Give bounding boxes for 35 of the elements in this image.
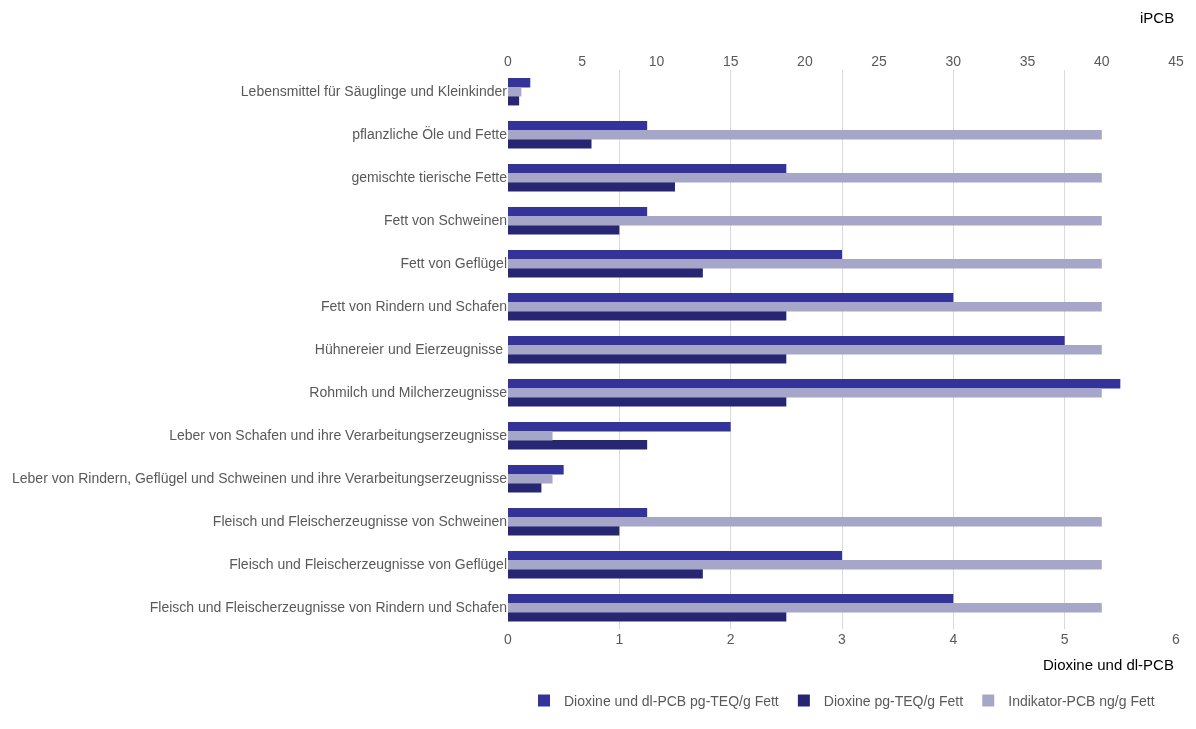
y-tick-label: Lebensmittel für Säuglinge und Kleinkinder	[240, 83, 508, 100]
y-tick-label: Hühnereier und Eierzeugnisse	[314, 341, 507, 358]
x2-tick-label: 40	[1093, 53, 1110, 70]
x-axis-title: Dioxine und dl-PCB	[1043, 656, 1174, 673]
y-tick-label: Fett von Rindern und Schafen	[320, 298, 507, 315]
y-tick-label: Fleisch und Fleischerzeugnisse von Rindern und Schafen	[149, 599, 507, 616]
x-tick-label: 1	[615, 631, 624, 647]
y-tick-label: Rohmilch und Milcherzeugnisse	[309, 384, 508, 401]
y-tick-label: Leber von Schafen und ihre Verarbeitungserzeugnisse	[169, 427, 508, 444]
x2-tick-label: 5	[578, 53, 587, 70]
x-tick-label: 6	[1172, 631, 1181, 647]
x2-tick-label: 45	[1168, 53, 1184, 70]
y-tick-label: Fleisch und Fleischerzeugnisse von Schweinen	[212, 513, 507, 530]
y-tick-label: Fleisch und Fleischerzeugnisse von Geflügel	[229, 556, 507, 573]
legend-label: Dioxine und dl-PCB pg-TEQ/g Fett	[564, 692, 779, 709]
x2-tick-label: 25	[871, 53, 888, 70]
x-tick-label: 5	[1060, 631, 1069, 647]
x-tick-label: 4	[949, 631, 958, 647]
x2-tick-label: 10	[648, 53, 665, 70]
x2-tick-label: 35	[1019, 53, 1036, 70]
x-tick-label: 3	[838, 631, 847, 647]
legend-label: Indikator-PCB ng/g Fett	[1008, 692, 1155, 709]
y-tick-label: gemischte tierische Fette	[351, 169, 508, 186]
x-tick-label: 2	[726, 631, 735, 647]
x2-tick-label: 20	[797, 53, 813, 70]
x2-tick-label: 15	[722, 53, 739, 70]
legend-label: Dioxine pg-TEQ/g Fett	[823, 692, 964, 709]
y-tick-label: Fett von Geflügel	[400, 255, 507, 272]
y-tick-label: pflanzliche Öle und Fette	[352, 125, 508, 143]
y-tick-label: Fett von Schweinen	[384, 212, 507, 229]
x2-axis-title: iPCB	[1140, 9, 1175, 26]
x2-tick-label: 30	[945, 53, 962, 70]
x-tick-label: 0	[504, 631, 513, 647]
x2-tick-label: 0	[504, 53, 513, 70]
y-tick-label: Leber von Rindern, Geflügel und Schweinen und ihre Verarbeitungserzeugnisse	[12, 470, 508, 487]
